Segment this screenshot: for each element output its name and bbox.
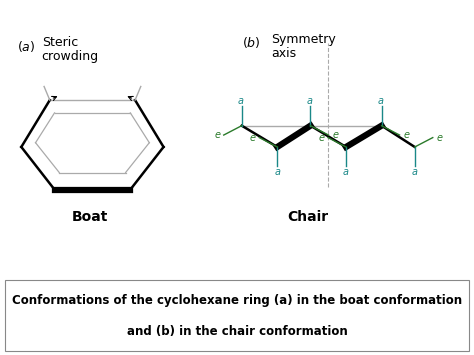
Text: $(b)$: $(b)$ [242, 35, 260, 50]
Text: a: a [412, 167, 418, 177]
Text: $(a)$: $(a)$ [17, 39, 35, 54]
Text: crowding: crowding [42, 50, 99, 63]
Text: a: a [378, 96, 383, 106]
Text: Chair: Chair [288, 210, 328, 224]
Text: Symmetry: Symmetry [271, 33, 336, 46]
Text: a: a [238, 96, 244, 106]
Text: a: a [343, 167, 349, 177]
Text: e: e [250, 133, 255, 143]
Text: e: e [332, 130, 338, 140]
Text: e: e [403, 130, 409, 140]
Text: Boat: Boat [72, 210, 108, 224]
Text: e: e [319, 133, 324, 143]
Text: e: e [437, 133, 442, 143]
Text: Steric: Steric [42, 36, 78, 49]
Text: and (b) in the chair conformation: and (b) in the chair conformation [127, 325, 347, 338]
Text: Conformations of the cyclohexane ring (a) in the boat conformation: Conformations of the cyclohexane ring (a… [12, 294, 462, 307]
Text: a: a [307, 96, 312, 106]
Text: a: a [274, 167, 280, 177]
Text: axis: axis [271, 47, 296, 60]
Text: e: e [214, 130, 220, 140]
